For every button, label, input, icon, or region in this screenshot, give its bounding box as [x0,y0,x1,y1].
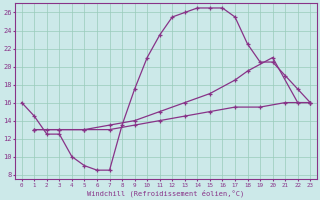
X-axis label: Windchill (Refroidissement éolien,°C): Windchill (Refroidissement éolien,°C) [87,189,244,197]
